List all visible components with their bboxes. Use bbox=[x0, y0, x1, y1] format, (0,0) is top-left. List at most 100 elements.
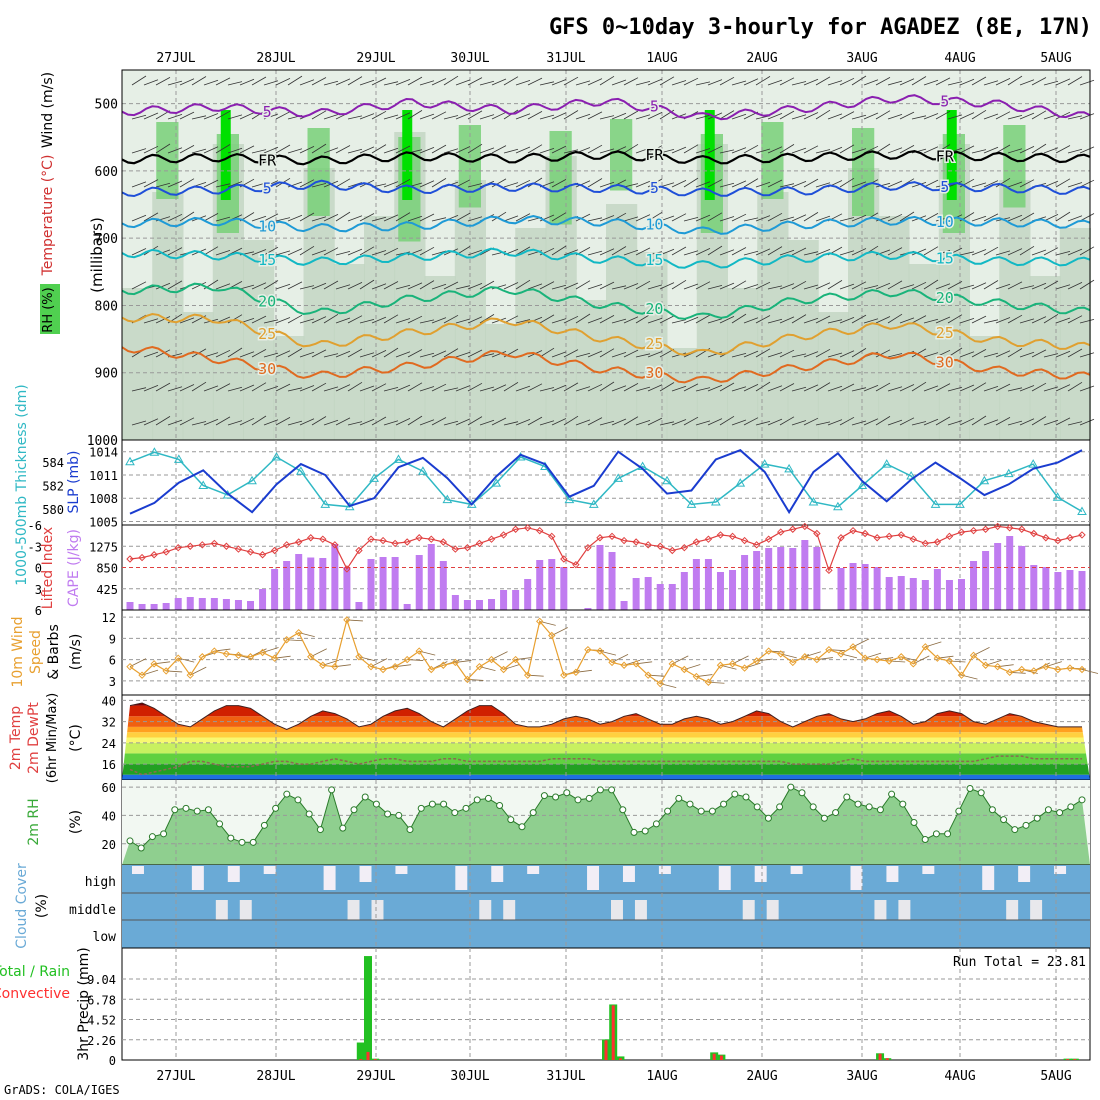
wind-barb bbox=[767, 79, 783, 86]
wind-barb bbox=[851, 281, 867, 290]
wind-barb bbox=[959, 251, 975, 256]
rh-point bbox=[305, 810, 313, 818]
wind-barb bbox=[563, 110, 579, 120]
wind-barb bbox=[779, 216, 795, 222]
wind-barb bbox=[551, 212, 567, 222]
rh-point bbox=[507, 816, 515, 824]
wind-barb bbox=[167, 247, 183, 256]
wind-barb bbox=[467, 143, 483, 154]
wind-barb bbox=[251, 382, 267, 392]
wind-barb bbox=[347, 115, 363, 120]
wind-barb bbox=[683, 144, 699, 154]
wind-barb bbox=[1031, 316, 1047, 324]
wind-barb bbox=[263, 319, 279, 324]
precip-bar-convective bbox=[604, 1040, 608, 1060]
wind-barb bbox=[983, 80, 999, 86]
rh-point bbox=[686, 800, 694, 808]
cloud-gap-middle bbox=[479, 900, 492, 920]
rh-shade bbox=[182, 312, 214, 440]
wind-barb bbox=[887, 247, 903, 256]
wind-barb bbox=[563, 249, 579, 256]
chart-title: GFS 0~10day 3-hourly for AGADEZ (8E, 17N… bbox=[549, 15, 1092, 40]
wind-barb bbox=[743, 317, 759, 324]
cloud-gap-middle bbox=[766, 900, 779, 920]
wind-barb bbox=[1067, 282, 1083, 290]
date-label-bottom: 29JUL bbox=[356, 1069, 395, 1084]
rh-point bbox=[193, 807, 201, 815]
wind-barb bbox=[827, 280, 843, 290]
wind-barb bbox=[419, 319, 435, 324]
rh-point bbox=[820, 814, 828, 822]
wind-barb bbox=[1055, 211, 1071, 222]
cape-bar bbox=[620, 601, 628, 610]
cape-bar bbox=[716, 572, 724, 610]
wind-barb bbox=[155, 143, 171, 154]
wind-speed-point bbox=[234, 651, 243, 660]
cape-bar bbox=[789, 548, 797, 610]
wind-barb bbox=[1067, 348, 1083, 358]
contour-label: 5 bbox=[940, 92, 949, 110]
wind-barb bbox=[347, 381, 363, 392]
wind-barb bbox=[239, 284, 255, 290]
wind-speed-point bbox=[620, 661, 628, 669]
contour-label: FR bbox=[645, 146, 664, 164]
thickness-point bbox=[393, 454, 404, 463]
cape-bar bbox=[596, 545, 604, 610]
temperature-band bbox=[122, 732, 1090, 738]
cloud-gap-high bbox=[1018, 866, 1031, 882]
wind-barb bbox=[131, 75, 147, 86]
cape-bar bbox=[1054, 572, 1062, 610]
wind-barb bbox=[1019, 112, 1035, 120]
rh-point bbox=[372, 800, 380, 808]
wind-barb bbox=[275, 144, 291, 154]
wind-barb bbox=[755, 148, 771, 154]
wind-barb bbox=[1031, 349, 1047, 358]
wind-barb bbox=[791, 214, 807, 222]
cape-bar bbox=[403, 604, 411, 610]
wind-barb bbox=[227, 147, 243, 154]
wind-speed-point bbox=[897, 653, 905, 661]
rh-point bbox=[776, 803, 784, 811]
wind-barb bbox=[587, 111, 603, 120]
wind-barb bbox=[899, 145, 915, 154]
rh-point bbox=[428, 800, 436, 808]
wind-barb bbox=[935, 216, 951, 222]
wind-label-1: 10m Wind bbox=[10, 616, 26, 687]
wind-speed-point bbox=[367, 662, 375, 671]
wind-barb bbox=[611, 385, 627, 392]
wind-barb bbox=[623, 216, 639, 222]
lifted-index-point bbox=[957, 528, 966, 536]
wind-barb bbox=[347, 215, 363, 222]
rh-point bbox=[977, 789, 985, 797]
wind-barb bbox=[707, 145, 723, 154]
wind-barb bbox=[503, 382, 519, 392]
rh-point bbox=[888, 790, 896, 798]
wind-barb bbox=[491, 178, 507, 188]
wind-barb bbox=[1031, 143, 1047, 154]
wind-barb bbox=[743, 284, 759, 290]
cape-bar bbox=[1030, 565, 1038, 610]
wind-speed-point bbox=[331, 662, 339, 671]
wind-speed-point bbox=[475, 662, 484, 671]
wind-barb bbox=[731, 180, 747, 188]
rh-point bbox=[171, 806, 179, 814]
wind-barb bbox=[947, 81, 963, 86]
cloud-gap-high bbox=[922, 866, 935, 874]
wind-barb bbox=[779, 416, 795, 426]
wind-barb bbox=[1043, 386, 1059, 392]
y-tick-label: 1005 bbox=[89, 515, 118, 529]
wind-speed-point bbox=[379, 665, 387, 674]
wind-barb bbox=[347, 315, 363, 324]
wind-barb bbox=[191, 148, 207, 154]
contour-label: 5 bbox=[940, 178, 949, 196]
wind-barb bbox=[923, 213, 939, 222]
wind-speed-point bbox=[162, 667, 170, 675]
wind-barb bbox=[431, 250, 447, 256]
wind-barb bbox=[995, 283, 1011, 290]
wind-barb bbox=[359, 213, 375, 222]
wind-speed-point bbox=[584, 645, 592, 654]
thickness-point bbox=[442, 494, 453, 504]
lifted-index-point bbox=[511, 525, 520, 533]
wind-barb bbox=[251, 215, 267, 222]
cape-bar bbox=[813, 547, 821, 610]
